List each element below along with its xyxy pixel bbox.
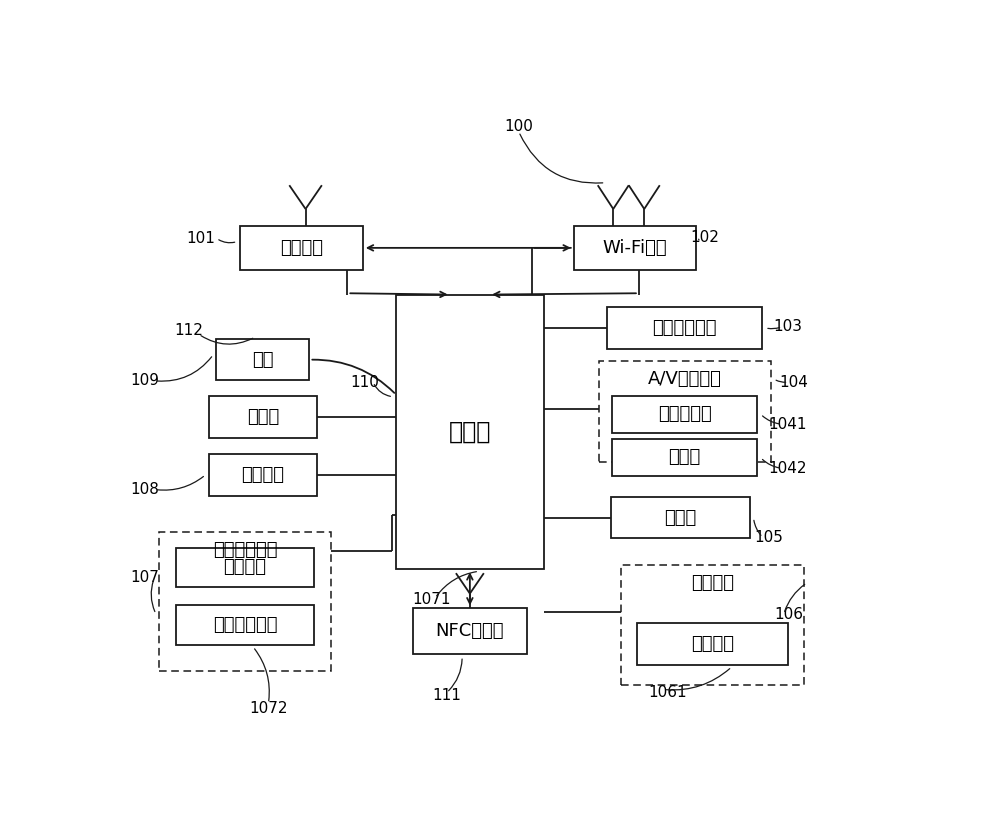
Text: 111: 111	[432, 688, 461, 703]
Bar	[637, 623, 788, 665]
Text: 处理器: 处理器	[449, 420, 491, 444]
Bar	[209, 397, 317, 438]
Text: 电源: 电源	[252, 351, 274, 369]
Text: 接口单元: 接口单元	[241, 466, 284, 484]
Text: 传感器: 传感器	[665, 509, 697, 526]
Text: 105: 105	[754, 530, 783, 544]
Text: 106: 106	[775, 607, 804, 622]
Text: 1041: 1041	[768, 417, 807, 432]
Text: 107: 107	[130, 570, 159, 585]
Text: 射频单元: 射频单元	[280, 239, 323, 256]
Text: 显示面板: 显示面板	[691, 635, 734, 653]
Bar	[176, 548, 314, 588]
Text: 1061: 1061	[648, 685, 687, 700]
Bar	[612, 396, 757, 432]
Text: 用户输入单元: 用户输入单元	[213, 540, 277, 559]
Bar	[612, 439, 757, 476]
Text: 麦克风: 麦克风	[668, 448, 701, 466]
Text: 100: 100	[504, 119, 533, 134]
Bar	[574, 226, 696, 270]
Text: 1071: 1071	[412, 592, 450, 607]
Bar	[621, 565, 804, 685]
Text: 触控面板: 触控面板	[224, 559, 267, 576]
Bar	[240, 226, 363, 270]
Text: 显示单元: 显示单元	[691, 574, 734, 592]
Text: 1042: 1042	[768, 461, 807, 476]
Text: 108: 108	[130, 482, 159, 497]
Bar	[159, 532, 331, 671]
Text: 音频输出单元: 音频输出单元	[652, 319, 717, 337]
Text: 存储器: 存储器	[247, 408, 279, 427]
Text: A/V输入单元: A/V输入单元	[648, 370, 721, 388]
Bar	[209, 454, 317, 496]
Bar	[599, 361, 771, 462]
Bar	[396, 295, 544, 569]
Text: 102: 102	[690, 230, 719, 245]
Text: Wi-Fi模块: Wi-Fi模块	[603, 239, 667, 256]
Text: 112: 112	[174, 324, 203, 339]
Text: NFC控制器: NFC控制器	[436, 622, 504, 640]
Text: 104: 104	[779, 374, 808, 389]
Bar	[176, 605, 314, 645]
Text: 其他输入设备: 其他输入设备	[213, 616, 277, 634]
Bar	[611, 497, 750, 539]
Text: 1072: 1072	[249, 701, 288, 715]
Text: 图形处理器: 图形处理器	[658, 405, 711, 423]
Text: 110: 110	[351, 374, 380, 389]
Bar	[216, 339, 309, 380]
Bar	[607, 306, 762, 349]
Bar	[413, 608, 527, 654]
Text: 101: 101	[187, 231, 215, 246]
Text: 109: 109	[130, 374, 159, 388]
Text: 103: 103	[773, 319, 802, 334]
